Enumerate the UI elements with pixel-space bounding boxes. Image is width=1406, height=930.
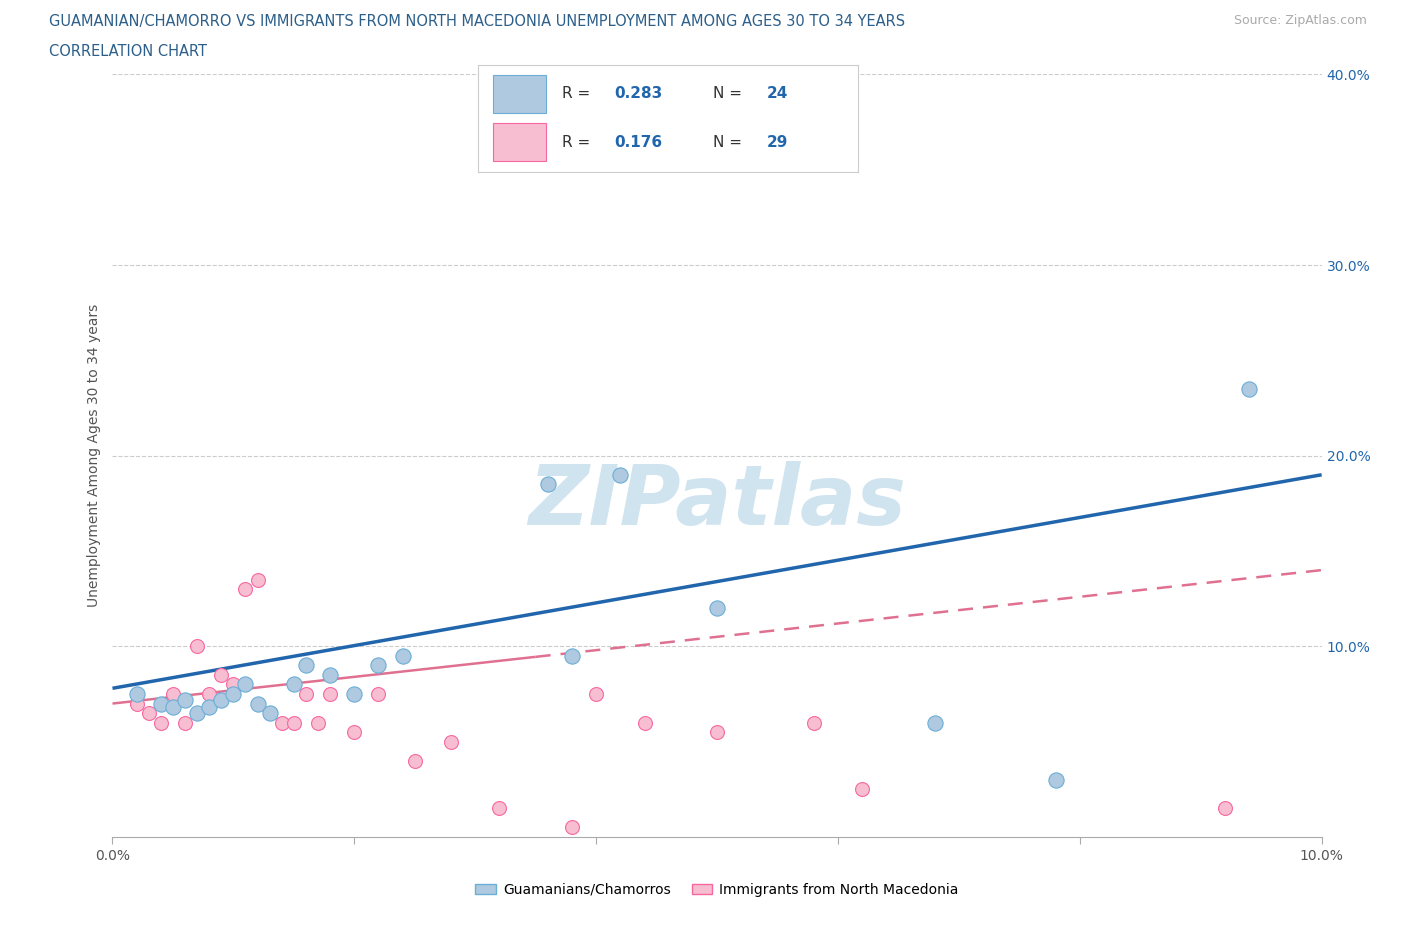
Point [149,715,172,730]
Point [1045,772,1067,787]
Point [488,801,510,816]
Point [162,686,184,701]
Point [198,686,221,701]
Text: Source: ZipAtlas.com: Source: ZipAtlas.com [1233,14,1367,27]
Point [706,724,728,739]
Point [235,582,257,597]
Text: R =: R = [561,135,599,150]
Point [367,686,389,701]
Y-axis label: Unemployment Among Ages 30 to 34 years: Unemployment Among Ages 30 to 34 years [87,304,101,607]
Text: 29: 29 [766,135,787,150]
Point [295,658,318,673]
Legend: Guamanians/Chamorros, Immigrants from North Macedonia: Guamanians/Chamorros, Immigrants from No… [470,877,965,902]
Point [246,696,269,711]
Point [633,715,655,730]
Text: N =: N = [713,135,747,150]
Point [125,686,148,701]
Text: R =: R = [561,86,595,101]
Point [209,692,232,707]
Point [803,715,825,730]
Point [851,782,873,797]
Point [235,677,257,692]
Point [186,639,208,654]
Point [561,820,583,835]
Point [319,686,342,701]
Point [222,677,245,692]
Point [367,658,389,673]
Bar [494,123,547,162]
Point [125,696,148,711]
Point [924,715,946,730]
Point [307,715,329,730]
Point [609,468,631,483]
Text: CORRELATION CHART: CORRELATION CHART [49,44,207,59]
Bar [494,74,547,113]
Point [246,572,269,587]
Point [343,724,366,739]
Point [319,668,342,683]
Point [186,706,208,721]
Text: GUAMANIAN/CHAMORRO VS IMMIGRANTS FROM NORTH MACEDONIA UNEMPLOYMENT AMONG AGES 30: GUAMANIAN/CHAMORRO VS IMMIGRANTS FROM NO… [49,14,905,29]
Text: 0.176: 0.176 [614,135,662,150]
Point [162,700,184,715]
Point [259,706,281,721]
Point [391,648,413,663]
Point [270,715,292,730]
Point [706,601,728,616]
Point [149,696,172,711]
Point [1213,801,1236,816]
Point [283,677,305,692]
Point [259,706,281,721]
Point [174,715,197,730]
Point [404,753,426,768]
Point [561,648,583,663]
Point [343,686,366,701]
Point [209,668,232,683]
Point [295,686,318,701]
Point [283,715,305,730]
Point [174,692,197,707]
Point [440,735,463,750]
Point [138,706,160,721]
Text: ZIPatlas: ZIPatlas [529,461,905,542]
Text: N =: N = [713,86,747,101]
Point [585,686,607,701]
Point [198,700,221,715]
Point [537,477,560,492]
Point [1237,381,1260,396]
Text: 0.283: 0.283 [614,86,664,101]
Point [222,686,245,701]
Text: 24: 24 [766,86,787,101]
